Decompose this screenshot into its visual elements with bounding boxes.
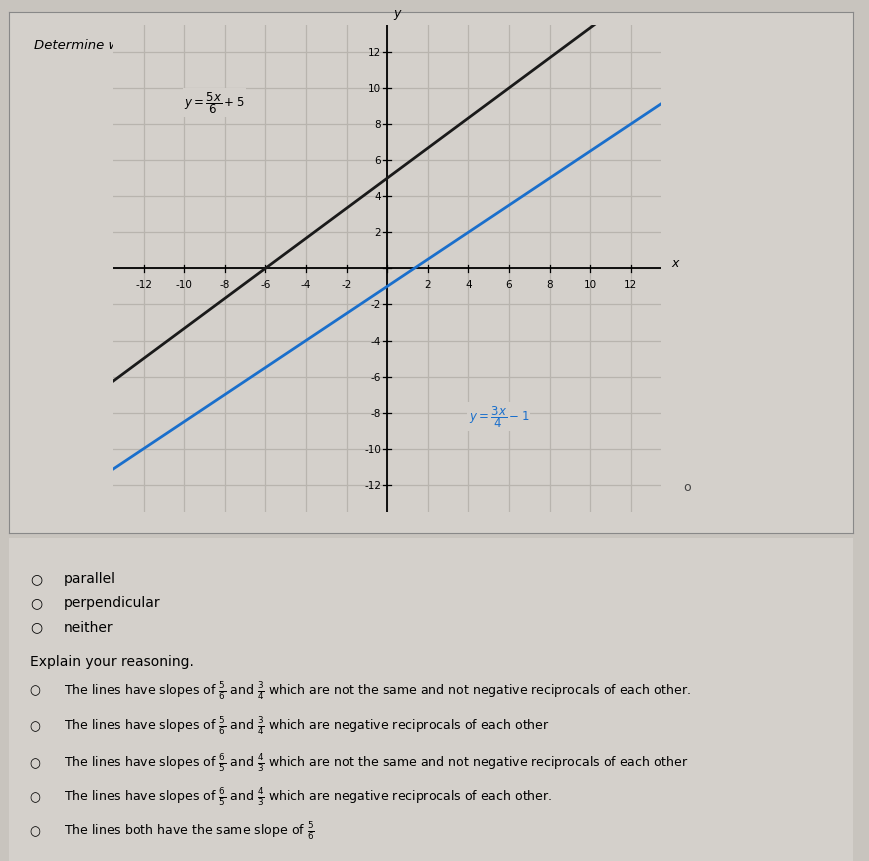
Text: 6: 6 bbox=[374, 156, 381, 166]
Text: ○: ○ bbox=[30, 719, 41, 732]
Text: parallel: parallel bbox=[63, 572, 116, 585]
Text: The lines have slopes of $\frac{5}{6}$ and $\frac{3}{4}$ which are not the same : The lines have slopes of $\frac{5}{6}$ a… bbox=[63, 679, 690, 701]
Text: -4: -4 bbox=[301, 280, 311, 290]
Text: 8: 8 bbox=[546, 280, 552, 290]
Text: ○: ○ bbox=[30, 620, 42, 634]
Text: $y=\dfrac{3x}{4}-1$: $y=\dfrac{3x}{4}-1$ bbox=[468, 404, 528, 430]
Text: ○: ○ bbox=[30, 756, 41, 769]
Text: -6: -6 bbox=[260, 280, 270, 290]
Text: The lines have slopes of $\frac{6}{5}$ and $\frac{4}{3}$ which are negative reci: The lines have slopes of $\frac{6}{5}$ a… bbox=[63, 785, 551, 808]
Text: 12: 12 bbox=[623, 280, 637, 290]
Text: The lines both have the same slope of $\frac{5}{6}$: The lines both have the same slope of $\… bbox=[63, 820, 314, 841]
Text: ○: ○ bbox=[30, 684, 41, 697]
Text: -4: -4 bbox=[370, 336, 381, 346]
Text: ○: ○ bbox=[30, 790, 41, 803]
Text: 10: 10 bbox=[368, 84, 381, 94]
Text: 4: 4 bbox=[374, 192, 381, 202]
Text: 10: 10 bbox=[583, 280, 596, 290]
Text: -10: -10 bbox=[176, 280, 192, 290]
Text: 4: 4 bbox=[465, 280, 471, 290]
Text: Determine whether the lines are parallel, perpendicular, or neither.: Determine whether the lines are parallel… bbox=[34, 39, 479, 52]
Text: ○: ○ bbox=[30, 824, 41, 837]
Text: 8: 8 bbox=[374, 120, 381, 130]
Text: o: o bbox=[683, 480, 690, 493]
Text: ○: ○ bbox=[30, 596, 42, 610]
Text: -6: -6 bbox=[370, 372, 381, 382]
Text: -8: -8 bbox=[370, 408, 381, 418]
Text: x: x bbox=[671, 257, 678, 270]
Text: y: y bbox=[393, 8, 400, 21]
Text: 2: 2 bbox=[374, 228, 381, 238]
Text: -10: -10 bbox=[364, 444, 381, 455]
Text: -12: -12 bbox=[135, 280, 152, 290]
Text: ○: ○ bbox=[30, 572, 42, 585]
Text: 12: 12 bbox=[368, 48, 381, 58]
Text: neither: neither bbox=[63, 620, 113, 634]
Text: $y=\dfrac{5x}{6}+5$: $y=\dfrac{5x}{6}+5$ bbox=[184, 90, 244, 116]
Text: -2: -2 bbox=[370, 300, 381, 310]
Text: -2: -2 bbox=[341, 280, 351, 290]
Text: 2: 2 bbox=[424, 280, 430, 290]
Text: -8: -8 bbox=[219, 280, 229, 290]
Text: The lines have slopes of $\frac{5}{6}$ and $\frac{3}{4}$ which are negative reci: The lines have slopes of $\frac{5}{6}$ a… bbox=[63, 715, 548, 736]
Text: perpendicular: perpendicular bbox=[63, 596, 160, 610]
Text: The lines have slopes of $\frac{6}{5}$ and $\frac{4}{3}$ which are not the same : The lines have slopes of $\frac{6}{5}$ a… bbox=[63, 752, 687, 773]
Text: 6: 6 bbox=[505, 280, 512, 290]
Text: Explain your reasoning.: Explain your reasoning. bbox=[30, 653, 194, 668]
Text: -12: -12 bbox=[363, 480, 381, 490]
